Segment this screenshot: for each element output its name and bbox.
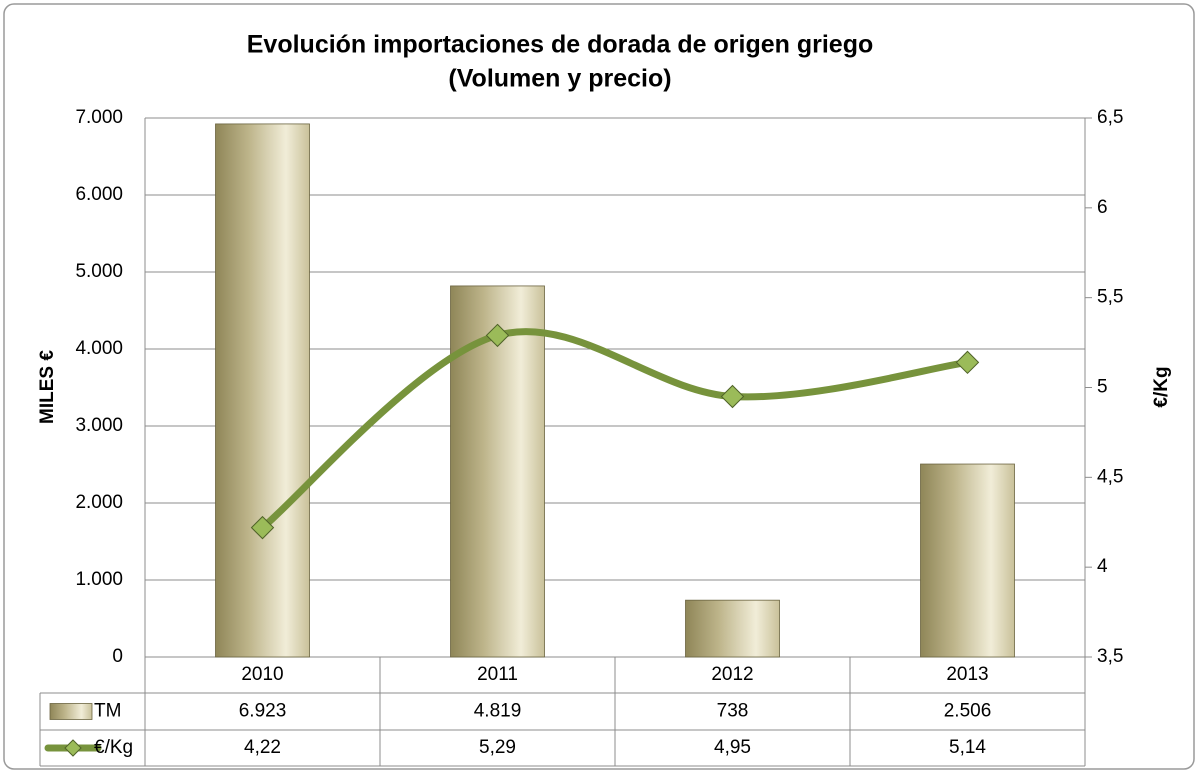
table-value: 2.506 — [944, 701, 992, 722]
y2-tick-label: 6 — [1097, 197, 1108, 218]
x-tick-label: 2012 — [711, 664, 753, 685]
chart-title: Evolución importaciones de dorada de ori… — [247, 31, 874, 59]
price-line — [259, 328, 971, 532]
price-marker — [955, 350, 980, 375]
price-marker — [250, 515, 275, 540]
y2-tick-label: 6,5 — [1097, 107, 1123, 128]
y-tick-label: 4.000 — [75, 338, 123, 359]
bar — [215, 123, 310, 658]
table-value: 5,14 — [949, 737, 986, 758]
chart-border — [3, 3, 1195, 770]
y2-tick-label: 4 — [1097, 556, 1108, 577]
table-value: 6.923 — [239, 701, 287, 722]
y-tick-label: 5.000 — [75, 261, 123, 282]
bar — [685, 599, 780, 658]
bar — [920, 463, 1015, 658]
table-value: 4,22 — [244, 737, 281, 758]
y-tick-label: 3.000 — [75, 415, 123, 436]
y2-axis-label: €/Kg — [1151, 366, 1172, 407]
x-tick-label: 2010 — [241, 664, 283, 685]
y2-tick-label: 5,5 — [1097, 287, 1123, 308]
y-tick-label: 0 — [112, 646, 123, 667]
x-tick-label: 2013 — [946, 664, 988, 685]
chart-subtitle: (Volumen y precio) — [448, 65, 671, 93]
price-marker — [720, 384, 745, 409]
price-marker — [485, 323, 510, 348]
legend-label: TM — [94, 701, 121, 722]
y2-tick-label: 3,5 — [1097, 646, 1123, 667]
y-tick-label: 7.000 — [75, 107, 123, 128]
legend-key — [64, 739, 82, 757]
table-value: 4,95 — [714, 737, 751, 758]
table-value: 738 — [717, 701, 749, 722]
table-value: 4.819 — [474, 701, 522, 722]
y-axis-label: MILES € — [37, 350, 58, 424]
y2-tick-label: 5 — [1097, 377, 1108, 398]
table-value: 5,29 — [479, 737, 516, 758]
y-tick-label: 1.000 — [75, 569, 123, 590]
legend-key — [49, 703, 93, 720]
y-tick-label: 6.000 — [75, 184, 123, 205]
legend-label: €/Kg — [94, 737, 133, 758]
y-tick-label: 2.000 — [75, 492, 123, 513]
x-tick-label: 2011 — [477, 664, 518, 685]
y2-tick-label: 4,5 — [1097, 466, 1123, 487]
